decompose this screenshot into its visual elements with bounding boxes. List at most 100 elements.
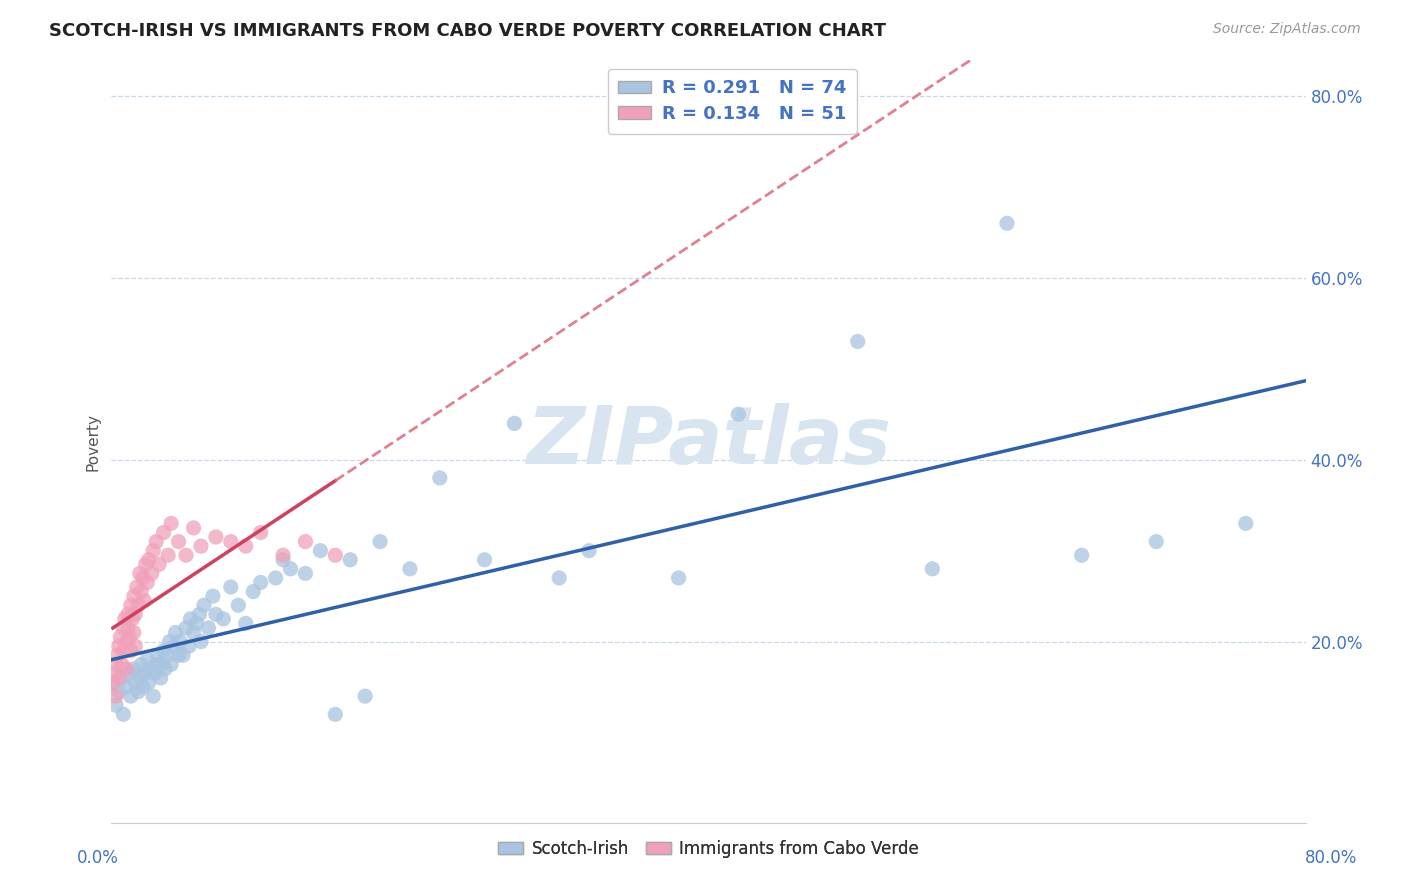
- Point: [503, 417, 526, 431]
- Point: [139, 662, 162, 676]
- Point: [117, 607, 139, 622]
- Legend: Scotch-Irish, Immigrants from Cabo Verde: Scotch-Irish, Immigrants from Cabo Verde: [492, 833, 925, 865]
- Point: [112, 643, 135, 657]
- Point: [146, 648, 169, 663]
- Point: [150, 657, 173, 672]
- Text: SCOTCH-IRISH VS IMMIGRANTS FROM CABO VERDE POVERTY CORRELATION CHART: SCOTCH-IRISH VS IMMIGRANTS FROM CABO VER…: [49, 22, 886, 40]
- Point: [205, 530, 228, 544]
- Point: [323, 548, 346, 562]
- Point: [127, 684, 149, 698]
- Point: [138, 553, 160, 567]
- Point: [114, 612, 136, 626]
- Point: [104, 657, 127, 672]
- Point: [104, 698, 127, 713]
- Point: [142, 543, 165, 558]
- Point: [104, 689, 127, 703]
- Point: [294, 534, 316, 549]
- Point: [118, 630, 141, 644]
- Point: [124, 607, 146, 622]
- Point: [180, 612, 202, 626]
- Point: [186, 616, 208, 631]
- Point: [101, 675, 124, 690]
- Point: [129, 657, 152, 672]
- Point: [153, 662, 176, 676]
- Point: [125, 580, 148, 594]
- Point: [548, 571, 571, 585]
- Point: [117, 621, 139, 635]
- Point: [165, 625, 187, 640]
- Point: [921, 562, 943, 576]
- Point: [129, 584, 152, 599]
- Point: [846, 334, 869, 349]
- Point: [115, 680, 138, 694]
- Point: [294, 566, 316, 581]
- Point: [1234, 516, 1257, 531]
- Point: [138, 675, 160, 690]
- Point: [280, 562, 302, 576]
- Point: [995, 216, 1018, 230]
- Point: [197, 621, 219, 635]
- Point: [110, 630, 132, 644]
- Point: [429, 471, 451, 485]
- Point: [235, 539, 257, 553]
- Point: [1144, 534, 1167, 549]
- Point: [205, 607, 228, 622]
- Point: [134, 666, 156, 681]
- Point: [271, 553, 294, 567]
- Point: [167, 534, 190, 549]
- Point: [249, 525, 271, 540]
- Point: [212, 612, 235, 626]
- Point: [242, 584, 264, 599]
- Point: [142, 689, 165, 703]
- Point: [157, 648, 180, 663]
- Point: [120, 689, 142, 703]
- Y-axis label: Poverty: Poverty: [86, 412, 100, 471]
- Point: [190, 634, 212, 648]
- Point: [183, 521, 205, 535]
- Point: [323, 707, 346, 722]
- Point: [112, 621, 135, 635]
- Point: [145, 657, 167, 672]
- Point: [152, 525, 174, 540]
- Point: [193, 599, 215, 613]
- Point: [249, 575, 271, 590]
- Point: [124, 675, 146, 690]
- Text: 80.0%: 80.0%: [1305, 849, 1357, 867]
- Point: [122, 589, 145, 603]
- Point: [235, 616, 257, 631]
- Point: [120, 599, 142, 613]
- Point: [134, 593, 156, 607]
- Point: [160, 657, 183, 672]
- Point: [132, 680, 155, 694]
- Point: [135, 558, 157, 572]
- Point: [128, 566, 150, 581]
- Point: [159, 634, 181, 648]
- Point: [399, 562, 422, 576]
- Point: [128, 671, 150, 685]
- Point: [108, 671, 131, 685]
- Point: [115, 634, 138, 648]
- Point: [339, 553, 361, 567]
- Point: [354, 689, 377, 703]
- Point: [111, 671, 134, 685]
- Point: [174, 548, 197, 562]
- Point: [141, 566, 163, 581]
- Point: [309, 543, 332, 558]
- Point: [157, 548, 180, 562]
- Point: [190, 539, 212, 553]
- Text: 0.0%: 0.0%: [77, 849, 120, 867]
- Point: [163, 639, 186, 653]
- Text: ZIPatlas: ZIPatlas: [526, 402, 891, 481]
- Point: [169, 634, 191, 648]
- Point: [111, 657, 134, 672]
- Point: [668, 571, 690, 585]
- Point: [122, 625, 145, 640]
- Point: [219, 534, 242, 549]
- Point: [174, 621, 197, 635]
- Point: [115, 662, 138, 676]
- Point: [118, 666, 141, 681]
- Point: [148, 558, 170, 572]
- Point: [127, 599, 149, 613]
- Point: [120, 643, 142, 657]
- Point: [264, 571, 287, 585]
